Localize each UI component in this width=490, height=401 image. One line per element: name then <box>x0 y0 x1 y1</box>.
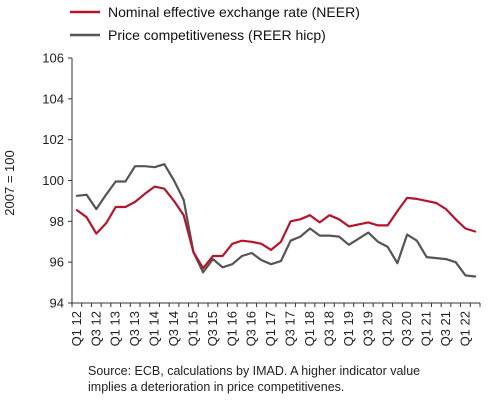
x-tick-label: Q1 13 <box>108 311 123 346</box>
x-tick-label: Q3 17 <box>283 311 298 346</box>
x-tick-label: Q3 18 <box>321 311 336 346</box>
legend-label-neer: Nominal effective exchange rate (NEER) <box>108 4 360 20</box>
y-tick-label: 100 <box>42 173 64 188</box>
x-tick-label: Q1 16 <box>224 311 239 346</box>
y-tick-label: 94 <box>50 296 64 311</box>
x-tick-label: Q1 19 <box>341 311 356 346</box>
x-tick-label: Q3 16 <box>244 311 259 346</box>
x-tick-label: Q1 20 <box>380 311 395 346</box>
y-axis-title: 2007 = 100 <box>2 150 17 215</box>
x-tick-label: Q1 12 <box>69 311 84 346</box>
y-tick-label: 106 <box>42 51 64 66</box>
x-tick-label: Q3 21 <box>438 311 453 346</box>
y-tick-label: 104 <box>42 91 64 106</box>
series-line-neer <box>75 185 477 270</box>
x-tick-label: Q1 22 <box>457 311 472 346</box>
legend-label-reer: Price competitiveness (REER hicp) <box>108 27 326 43</box>
y-ticks: 94 96 98 100 102 104 106 <box>42 51 72 311</box>
y-tick-label: 98 <box>50 214 64 229</box>
source-note-line-2: implies a deterioration in price competi… <box>88 380 345 394</box>
y-tick-label: 102 <box>42 132 64 147</box>
x-tick-label: Q3 13 <box>127 311 142 346</box>
series-layer <box>75 163 477 278</box>
y-tick-label: 96 <box>50 255 64 270</box>
x-tick-label: Q1 15 <box>185 311 200 346</box>
x-ticks: Q1 12 Q3 12 Q1 13 Q3 13 Q1 14 Q3 14 Q1 15 Q3 15… <box>69 303 481 346</box>
source-note-line-1: Source: ECB, calculations by IMAD. A hig… <box>88 364 421 378</box>
x-tick-label: Q3 12 <box>88 311 103 346</box>
x-tick-label: Q1 17 <box>263 311 278 346</box>
x-tick-label: Q3 20 <box>399 311 414 346</box>
x-tick-label: Q3 15 <box>205 311 220 346</box>
x-tick-label: Q1 14 <box>147 311 162 346</box>
series-line-reer <box>75 163 477 278</box>
x-tick-label: Q3 19 <box>360 311 375 346</box>
x-tick-label: Q3 14 <box>166 311 181 346</box>
x-tick-label: Q1 18 <box>302 311 317 346</box>
source-note: Source: ECB, calculations by IMAD. A hig… <box>88 363 478 395</box>
x-tick-label: Q1 21 <box>419 311 434 346</box>
legend: Nominal effective exchange rate (NEER) P… <box>70 4 360 43</box>
